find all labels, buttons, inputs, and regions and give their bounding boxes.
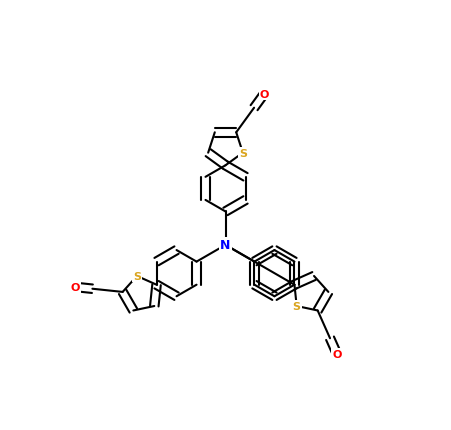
- Text: O: O: [71, 283, 80, 292]
- Text: O: O: [332, 349, 341, 359]
- Text: S: S: [239, 148, 247, 158]
- Text: N: N: [220, 239, 231, 252]
- Text: S: S: [293, 301, 301, 311]
- Text: O: O: [259, 90, 269, 100]
- Text: S: S: [133, 271, 141, 281]
